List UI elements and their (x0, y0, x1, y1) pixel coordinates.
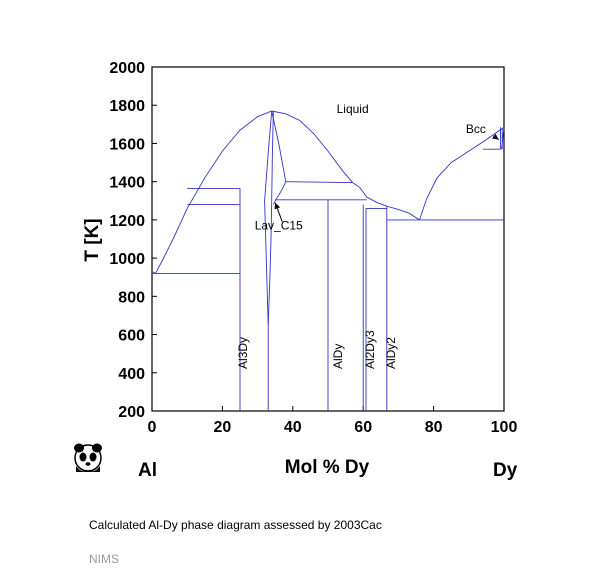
y-tick-label: 1000 (109, 251, 145, 268)
chart-caption: Calculated Al-Dy phase diagram assessed … (89, 518, 382, 532)
y-tick-label: 400 (118, 366, 145, 383)
phase-boundary-line (419, 126, 505, 221)
element-left-label: Al (138, 460, 157, 481)
phase-boundaries (151, 110, 505, 411)
compound-label: AlDy2 (384, 337, 398, 369)
x-axis-title: Mol % Dy (285, 457, 370, 478)
phase-boundary-line (352, 182, 420, 221)
x-tick-label: 40 (284, 419, 302, 436)
phase-boundary-line (264, 110, 273, 326)
region-labels: Liquid Bcc Lav_C15 Al3Dy AlDy Al2Dy3 AlDy2 (236, 102, 486, 369)
y-tick-label: 200 (118, 404, 145, 421)
pointer-arrow-head (492, 133, 499, 140)
y-tick-label: 800 (118, 289, 145, 306)
x-tick-label: 100 (491, 419, 518, 436)
phase-boundary-line (272, 181, 287, 205)
y-tick-label: 2000 (109, 60, 145, 77)
y-tick-label: 1800 (109, 98, 145, 115)
x-tick-label: 60 (354, 419, 372, 436)
panda-logo-icon (74, 443, 102, 472)
y-axis-title: T [K] (82, 218, 103, 261)
y-tick-label: 1400 (109, 175, 145, 192)
phase-boundary-line (285, 181, 353, 184)
footer-source: NIMS (89, 552, 119, 566)
y-tick-label: 600 (118, 328, 145, 345)
phase-boundary-line (267, 110, 274, 326)
phase-boundary-line (271, 110, 287, 182)
y-tick-label: 1600 (109, 136, 145, 153)
region-label: Bcc (466, 122, 486, 136)
x-tick-label: 0 (148, 419, 157, 436)
compound-label: Al3Dy (236, 337, 250, 369)
axis-ticks: 0 20 40 60 80 100 200 400 600 800 1000 1200 1400 1600… (109, 60, 517, 436)
compound-label: AlDy (331, 344, 345, 369)
y-tick-label: 1200 (109, 213, 145, 230)
region-label: Liquid (337, 102, 369, 116)
element-right-label: Dy (493, 460, 518, 481)
phase-diagram-chart: 0 20 40 60 80 100 200 400 600 800 1000 1200 1400 1600… (74, 60, 518, 481)
phase-boundary-line (151, 110, 353, 275)
region-label: Lav_C15 (255, 218, 303, 232)
pointer-arrow-head (274, 202, 281, 210)
x-tick-label: 20 (214, 419, 232, 436)
compound-label: Al2Dy3 (363, 330, 377, 369)
x-tick-label: 80 (425, 419, 443, 436)
